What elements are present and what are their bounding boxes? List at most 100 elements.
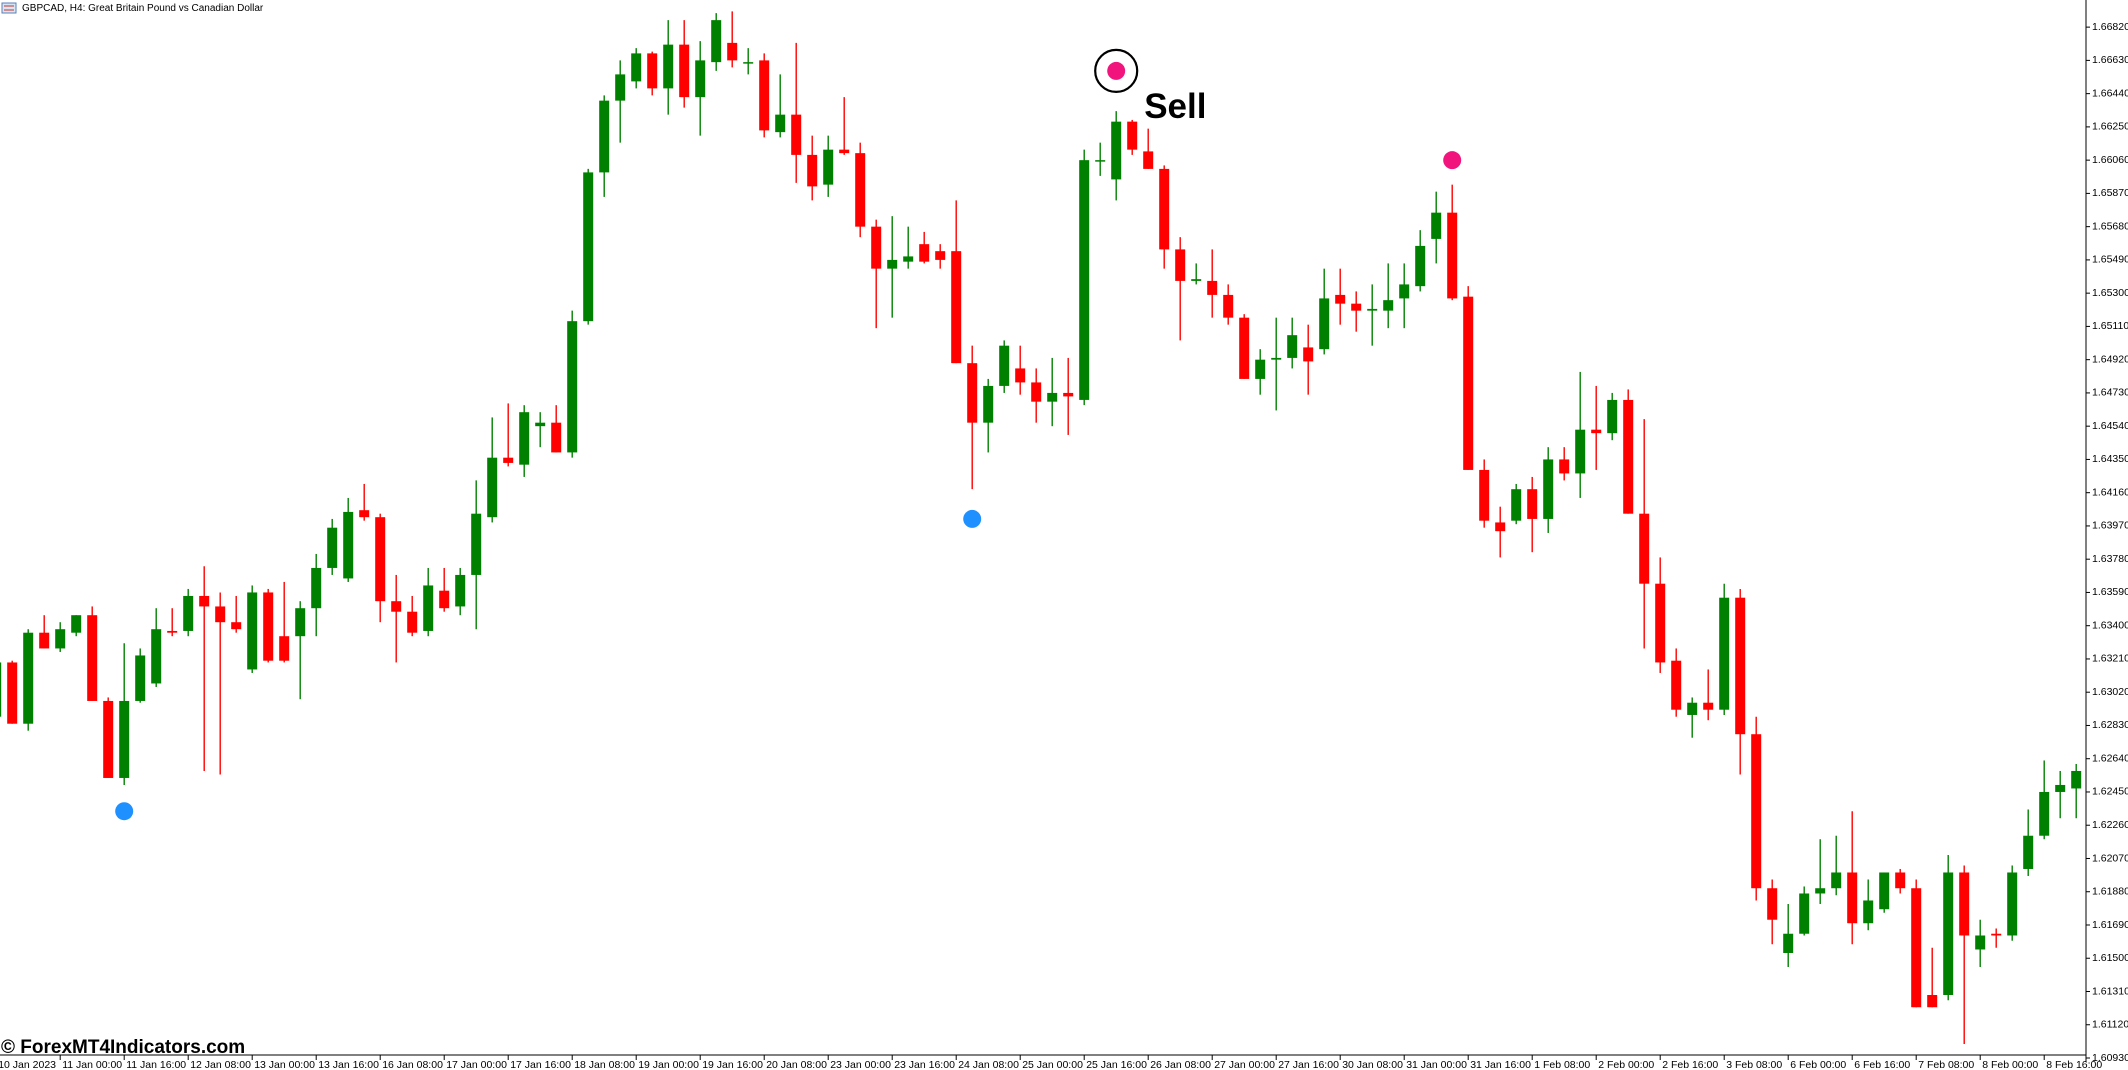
candle-body — [455, 574, 466, 607]
candle-body — [55, 629, 66, 649]
y-tick-label: 1.65680 — [2092, 220, 2128, 232]
candle-body — [407, 611, 418, 633]
candle-body — [87, 615, 98, 701]
x-tick-label: 6 Feb 16:00 — [1854, 1059, 1910, 1070]
y-tick-label: 1.62640 — [2092, 752, 2128, 764]
y-tick-label: 1.61500 — [2092, 952, 2128, 964]
candle-body — [1559, 459, 1570, 474]
candle-body — [1735, 597, 1746, 735]
x-tick-label: 12 Jan 08:00 — [190, 1059, 251, 1070]
candle-body — [295, 608, 306, 637]
candle-body — [823, 149, 834, 185]
candle-body — [2023, 835, 2034, 869]
candle-body — [567, 321, 578, 453]
candle-body — [1687, 702, 1698, 715]
candle-body — [887, 259, 898, 269]
candle-body — [647, 53, 658, 89]
candle-body — [1815, 888, 1826, 894]
candle-body — [1303, 347, 1314, 362]
signal-dot — [1443, 151, 1462, 170]
candle-body — [535, 422, 546, 427]
y-tick-label: 1.62830 — [2092, 719, 2128, 731]
candle-body — [2055, 784, 2066, 792]
candle-body — [183, 595, 194, 631]
x-tick-label: 2 Feb 00:00 — [1598, 1059, 1654, 1070]
x-tick-label: 6 Feb 00:00 — [1790, 1059, 1846, 1070]
signal-ring — [1094, 48, 1139, 93]
candle-body — [39, 632, 50, 649]
candle-body — [1095, 160, 1106, 162]
candle-body — [919, 244, 930, 262]
candle-body — [1847, 872, 1858, 924]
candle-body — [1639, 513, 1650, 584]
candle-body — [1447, 212, 1458, 299]
candle-body — [1415, 245, 1426, 287]
candle-body — [1703, 702, 1714, 710]
candle-body — [695, 60, 706, 98]
x-tick-label: 10 Jan 2023 — [0, 1059, 56, 1070]
candle-body — [0, 662, 2, 717]
candle-body — [1319, 298, 1330, 350]
x-tick-label: 13 Jan 16:00 — [318, 1059, 379, 1070]
candle-body — [103, 700, 114, 778]
x-tick-label: 1 Feb 08:00 — [1534, 1059, 1590, 1070]
candle-body — [23, 632, 34, 724]
x-tick-label: 18 Jan 08:00 — [574, 1059, 635, 1070]
y-tick-label: 1.63780 — [2092, 553, 2128, 565]
candle-body — [1719, 597, 1730, 710]
x-tick-label: 27 Jan 16:00 — [1278, 1059, 1339, 1070]
candle-body — [199, 595, 210, 607]
candle-body — [551, 422, 562, 453]
candle-body — [1927, 994, 1938, 1008]
candle-body — [1271, 357, 1282, 360]
candle-body — [471, 513, 482, 575]
candle-body — [1863, 900, 1874, 924]
candle-body — [1831, 872, 1842, 889]
candle-body — [1495, 522, 1506, 532]
candle-body — [791, 114, 802, 155]
candle-body — [1287, 335, 1298, 358]
y-tick-label: 1.60930 — [2092, 1052, 2128, 1064]
y-tick-label: 1.66060 — [2092, 154, 2128, 166]
chart-title: GBPCAD, H4: Great Britain Pound vs Canad… — [22, 3, 264, 14]
y-tick-label: 1.66440 — [2092, 87, 2128, 99]
candle-body — [759, 60, 770, 131]
candle-body — [1943, 872, 1954, 995]
candle-body — [263, 592, 274, 661]
y-tick-label: 1.63020 — [2092, 686, 2128, 698]
x-tick-label: 11 Jan 00:00 — [62, 1059, 122, 1070]
candle-body — [1031, 382, 1042, 402]
candle-body — [1655, 583, 1666, 663]
candle-body — [1671, 660, 1682, 710]
candle-body — [1111, 121, 1122, 180]
y-tick-label: 1.66630 — [2092, 54, 2128, 66]
candle-body — [1975, 935, 1986, 950]
candle-body — [2039, 791, 2050, 836]
candle-body — [1159, 168, 1170, 250]
x-tick-label: 13 Jan 00:00 — [254, 1059, 315, 1070]
candle-body — [1767, 888, 1778, 920]
candle-body — [1335, 294, 1346, 304]
symbol-icon — [1, 2, 17, 14]
x-tick-label: 30 Jan 08:00 — [1342, 1059, 1403, 1070]
y-tick-label: 1.65110 — [2092, 320, 2128, 332]
y-tick-label: 1.61880 — [2092, 886, 2128, 898]
candle-body — [1015, 368, 1026, 383]
y-tick-label: 1.62260 — [2092, 819, 2128, 831]
candle-body — [359, 510, 370, 518]
y-tick-label: 1.62070 — [2092, 852, 2128, 864]
candle-body — [1207, 280, 1218, 295]
candle-body — [279, 636, 290, 661]
candle-body — [983, 385, 994, 423]
candle-body — [1431, 212, 1442, 239]
x-tick-label: 17 Jan 16:00 — [510, 1059, 571, 1070]
candle-body — [1351, 303, 1362, 311]
y-tick-label: 1.64350 — [2092, 453, 2128, 465]
y-tick-label: 1.64730 — [2092, 387, 2128, 399]
candle-body — [519, 412, 530, 465]
candle-body — [1591, 429, 1602, 434]
candle-body — [167, 630, 178, 633]
y-tick-label: 1.64160 — [2092, 486, 2128, 498]
candle-body — [135, 655, 146, 701]
